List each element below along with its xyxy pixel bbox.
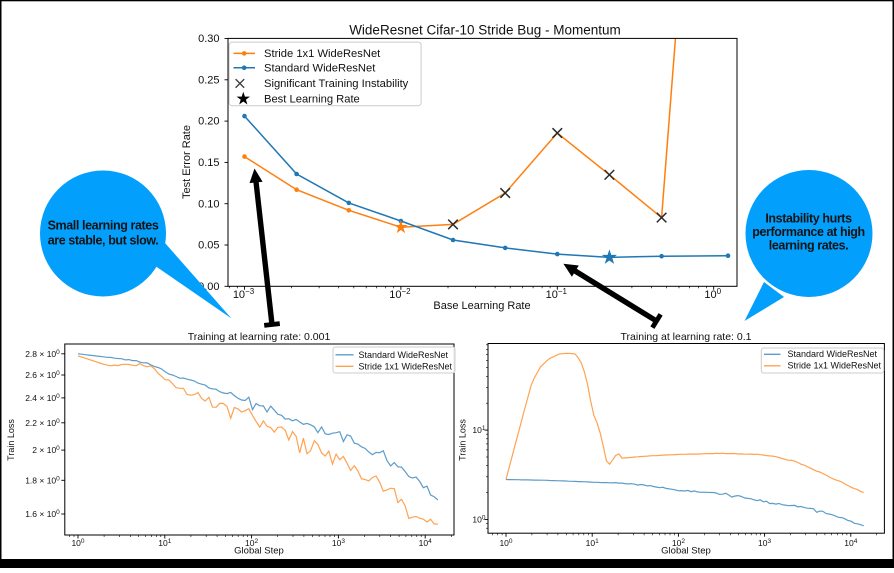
svg-text:performance at high: performance at high xyxy=(752,225,865,239)
svg-text:Training at learning rate: 0.1: Training at learning rate: 0.1 xyxy=(621,331,752,343)
svg-text:Global Step: Global Step xyxy=(234,546,284,557)
svg-text:learning rates.: learning rates. xyxy=(769,238,848,252)
svg-text:2.2 × 100: 2.2 × 100 xyxy=(25,418,60,428)
svg-text:Standard WideResNet: Standard WideResNet xyxy=(359,350,449,360)
svg-text:2 × 100: 2 × 100 xyxy=(32,445,60,455)
svg-text:Train Loss: Train Loss xyxy=(457,419,467,461)
svg-text:Small learning rates: Small learning rates xyxy=(48,219,159,233)
svg-text:2.6 × 100: 2.6 × 100 xyxy=(25,370,60,380)
svg-text:2.8 × 100: 2.8 × 100 xyxy=(25,349,60,359)
svg-text:1.8 × 100: 1.8 × 100 xyxy=(25,475,60,485)
svg-text:Instability hurts: Instability hurts xyxy=(765,211,852,225)
svg-text:1.6 × 100: 1.6 × 100 xyxy=(25,509,60,519)
svg-text:Standard WideResNet: Standard WideResNet xyxy=(788,349,878,359)
svg-text:Significant Training Instabili: Significant Training Instability xyxy=(264,78,409,90)
svg-text:Best Learning Rate: Best Learning Rate xyxy=(264,94,360,106)
svg-text:2.4 × 100: 2.4 × 100 xyxy=(25,393,60,403)
svg-text:0.10: 0.10 xyxy=(198,198,219,210)
svg-text:0.15: 0.15 xyxy=(198,157,219,169)
svg-text:Training at learning rate: 0.0: Training at learning rate: 0.001 xyxy=(188,331,331,343)
svg-text:Train Loss: Train Loss xyxy=(6,419,16,461)
svg-text:0.30: 0.30 xyxy=(198,33,219,45)
svg-text:Base Learning Rate: Base Learning Rate xyxy=(433,300,530,312)
svg-text:0.25: 0.25 xyxy=(198,74,219,86)
svg-text:Global Step: Global Step xyxy=(661,546,711,557)
svg-text:0.05: 0.05 xyxy=(198,240,219,252)
svg-text:Stride 1x1 WideResNet: Stride 1x1 WideResNet xyxy=(359,361,453,371)
svg-text:WideResnet Cifar-10 Stride Bug: WideResnet Cifar-10 Stride Bug - Momentu… xyxy=(349,23,621,38)
svg-text:Test Error Rate: Test Error Rate xyxy=(181,125,193,199)
svg-text:Stride 1x1 WideResNet: Stride 1x1 WideResNet xyxy=(264,48,381,60)
svg-text:are stable, but slow.: are stable, but slow. xyxy=(48,234,159,248)
svg-text:Standard WideResNet: Standard WideResNet xyxy=(264,63,376,75)
svg-text:Stride 1x1 WideResNet: Stride 1x1 WideResNet xyxy=(788,361,882,371)
svg-text:0.20: 0.20 xyxy=(198,116,219,128)
